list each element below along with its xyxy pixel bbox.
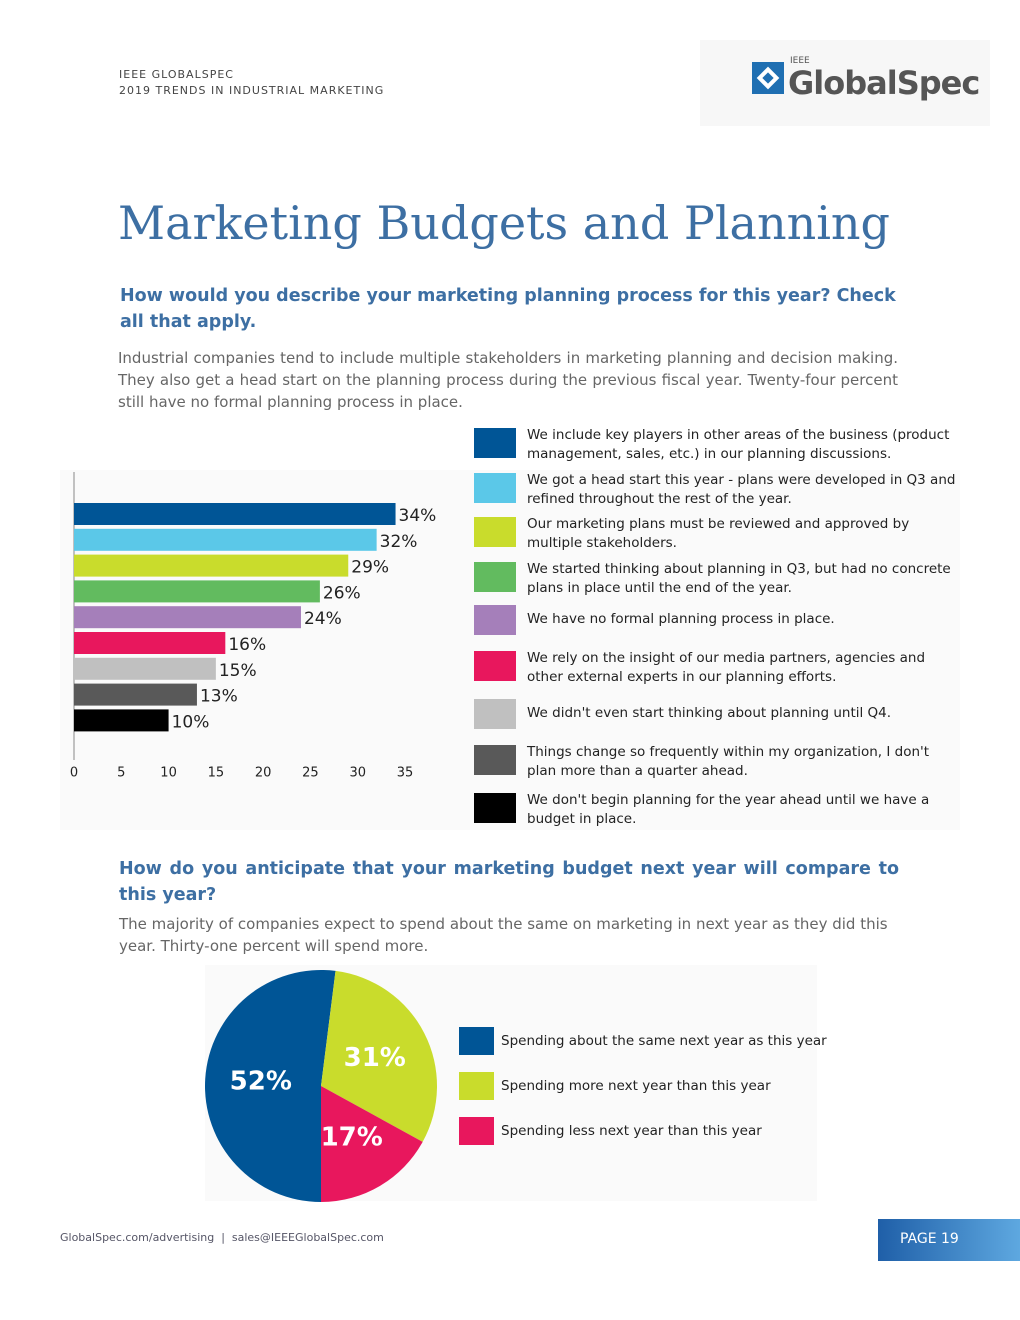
logo-name: GlobalSpec	[788, 64, 980, 102]
page-number: PAGE 19	[900, 1231, 959, 1247]
x-tick-label: 25	[302, 766, 319, 781]
header-org: IEEE GLOBALSPEC	[119, 68, 234, 81]
footer-links: GlobalSpec.com/advertising | sales@IEEEG…	[60, 1231, 384, 1244]
legend-swatch	[474, 699, 516, 729]
value-label: 32%	[380, 532, 418, 552]
value-label: 26%	[323, 583, 361, 603]
bar	[74, 657, 216, 680]
legend-label: Spending about the same next year as thi…	[501, 1033, 827, 1049]
x-tick-label: 35	[397, 766, 414, 781]
value-label: 10%	[172, 712, 210, 732]
question: How do you anticipate that your marketin…	[119, 859, 899, 905]
legend-swatch	[474, 562, 516, 592]
legend-label: We got a head start this year - plans we…	[527, 472, 956, 507]
page-box: PAGE 19	[878, 1219, 1020, 1261]
bar	[74, 632, 226, 654]
bar	[74, 683, 197, 706]
legend-label: We have no formal planning process in pl…	[527, 611, 835, 627]
bar	[74, 503, 396, 525]
bar	[74, 606, 301, 629]
legend-swatch	[459, 1117, 494, 1145]
legend-label: We don't begin planning for the year ahe…	[527, 792, 930, 827]
value-label: 31%	[344, 1043, 406, 1073]
pie-slice	[321, 1086, 423, 1202]
value-label: 29%	[351, 558, 389, 578]
legend-label: Spending more next year than this year	[501, 1078, 771, 1094]
paragraph: Industrial companies tend to include mul…	[118, 349, 898, 411]
legend-label: We rely on the insight of our media part…	[527, 650, 926, 685]
header-report: 2019 TRENDS IN INDUSTRIAL MARKETING	[119, 84, 385, 97]
legend-label: We didn't even start thinking about plan…	[527, 705, 892, 721]
legend-label: We include key players in other areas of…	[527, 427, 950, 462]
legend-swatch	[474, 517, 516, 547]
pie-slice	[205, 970, 336, 1202]
legend-label: Things change so frequently within my or…	[527, 744, 930, 779]
x-tick-label: 0	[70, 766, 78, 781]
legend-swatch	[474, 745, 516, 775]
legend-swatch	[474, 605, 516, 635]
legend-swatch	[459, 1072, 494, 1100]
x-tick-label: 20	[255, 766, 272, 781]
x-tick-label: 30	[349, 766, 366, 781]
bar	[74, 528, 377, 551]
legend-label: We started thinking about planning in Q3…	[527, 561, 951, 596]
legend-swatch	[474, 651, 516, 681]
legend-swatch	[459, 1027, 494, 1055]
question: How would you describe your marketing pl…	[120, 286, 896, 332]
x-tick-label: 5	[117, 766, 125, 781]
value-label: 24%	[304, 609, 342, 629]
bar	[74, 709, 169, 732]
x-tick-label: 15	[208, 766, 225, 781]
legend-swatch	[474, 793, 516, 823]
bar	[74, 580, 320, 603]
value-label: 52%	[230, 1067, 292, 1097]
logo-icon	[752, 62, 784, 94]
legend-label: Spending less next year than this year	[501, 1123, 762, 1139]
legend-label: Our marketing plans must be reviewed and…	[527, 516, 910, 551]
x-tick-label: 10	[160, 766, 177, 781]
page-title: Marketing Budgets and Planning	[118, 196, 891, 250]
value-label: 15%	[219, 661, 257, 681]
legend-swatch	[474, 473, 516, 503]
logo-ieee: IEEE	[790, 56, 810, 66]
pie-slice	[321, 970, 437, 1142]
bar	[74, 554, 349, 577]
value-label: 16%	[228, 635, 266, 655]
value-label: 17%	[321, 1122, 383, 1152]
logo-box: IEEE GlobalSpec	[700, 40, 990, 126]
value-label: 13%	[200, 687, 238, 707]
paragraph: The majority of companies expect to spen…	[119, 915, 888, 955]
legend-swatch	[474, 428, 516, 458]
value-label: 34%	[399, 506, 437, 526]
